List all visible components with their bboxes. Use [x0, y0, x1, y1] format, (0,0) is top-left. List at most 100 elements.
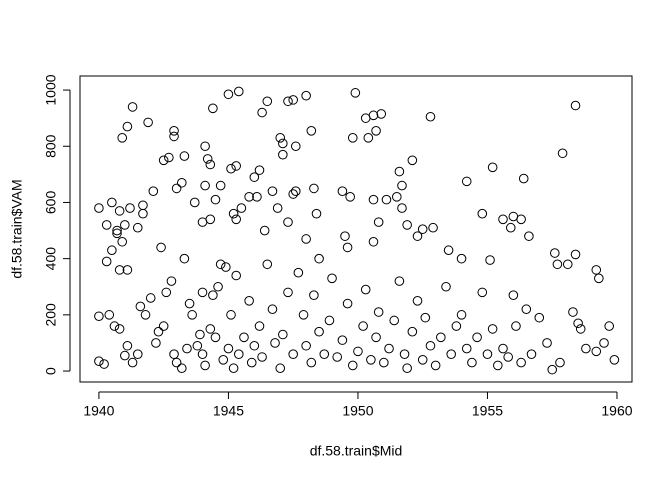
point	[407, 155, 418, 166]
point	[309, 183, 319, 194]
point	[200, 141, 210, 152]
point	[138, 208, 148, 219]
point	[373, 217, 384, 227]
point	[324, 315, 335, 326]
point	[114, 206, 125, 216]
point	[394, 276, 405, 286]
point	[278, 138, 288, 149]
point	[381, 194, 392, 205]
point	[373, 307, 384, 317]
y-tick-label: 800	[43, 134, 59, 158]
point	[127, 102, 138, 112]
point	[272, 203, 283, 213]
point	[171, 183, 182, 194]
point	[425, 340, 436, 351]
point	[319, 349, 330, 359]
y-tick-label: 400	[43, 247, 59, 271]
point	[591, 265, 602, 275]
point	[270, 338, 280, 348]
point	[417, 355, 428, 365]
point	[306, 357, 317, 368]
point	[169, 131, 179, 142]
x-tick-label: 1955	[472, 403, 503, 419]
point	[477, 208, 488, 219]
point	[246, 357, 257, 368]
point	[138, 200, 148, 211]
point	[441, 281, 451, 292]
point	[397, 203, 407, 213]
point	[233, 349, 244, 359]
point	[360, 284, 371, 295]
point	[340, 231, 350, 241]
point	[187, 310, 197, 320]
point	[259, 225, 270, 236]
point	[143, 117, 153, 128]
point	[366, 355, 376, 365]
point	[550, 248, 560, 258]
point	[293, 267, 304, 278]
point	[290, 186, 301, 197]
point	[164, 152, 174, 163]
point	[177, 363, 187, 374]
point	[205, 159, 216, 170]
point	[267, 304, 278, 315]
y-axis-label: df.58.train$VAM	[9, 179, 25, 278]
point	[557, 148, 568, 159]
point	[215, 259, 226, 270]
point	[594, 273, 604, 284]
point	[568, 307, 578, 317]
point	[197, 349, 208, 359]
point	[604, 321, 615, 331]
point	[254, 165, 265, 175]
point	[345, 192, 355, 202]
point	[223, 343, 234, 354]
x-tick-label: 1960	[601, 403, 632, 419]
point	[555, 357, 565, 368]
point	[182, 343, 192, 354]
point	[99, 359, 109, 369]
point	[368, 194, 379, 205]
y-tick-label: 600	[43, 191, 59, 215]
point	[524, 231, 534, 241]
point	[252, 192, 262, 202]
point	[169, 125, 179, 136]
point	[430, 360, 441, 371]
point	[363, 133, 374, 143]
point	[417, 224, 428, 234]
point	[101, 220, 112, 230]
point	[337, 186, 348, 197]
point	[262, 96, 273, 107]
point	[477, 287, 488, 298]
point	[436, 332, 446, 343]
point	[239, 332, 249, 343]
point	[347, 133, 358, 143]
point	[456, 310, 467, 320]
point	[231, 270, 241, 281]
point	[389, 315, 400, 326]
point	[125, 203, 135, 213]
point	[428, 222, 438, 233]
point	[275, 133, 286, 143]
point	[412, 231, 423, 241]
point	[371, 332, 381, 343]
point	[314, 326, 324, 337]
point	[599, 338, 609, 348]
point	[288, 95, 298, 105]
plot-box	[79, 75, 633, 383]
point	[288, 189, 298, 199]
point	[498, 214, 508, 225]
point	[184, 298, 195, 309]
point	[547, 364, 558, 375]
point	[148, 186, 159, 197]
point	[200, 180, 210, 191]
point	[278, 149, 288, 160]
point	[394, 166, 405, 177]
point	[122, 265, 133, 275]
point	[482, 349, 493, 359]
point	[516, 214, 526, 225]
point	[153, 326, 164, 337]
point	[407, 326, 418, 337]
x-axis-label: df.58.train$Mid	[310, 443, 403, 459]
point	[112, 225, 122, 236]
point	[552, 259, 563, 270]
